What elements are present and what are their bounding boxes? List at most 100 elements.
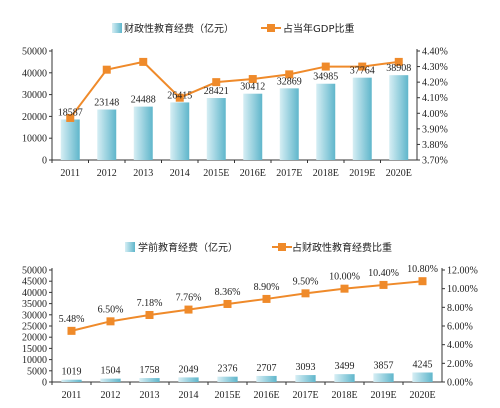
right-tick-label: 4.00% bbox=[422, 109, 448, 120]
left-tick-label: 30000 bbox=[22, 310, 47, 321]
bar-value-label: 3857 bbox=[374, 360, 394, 371]
left-tick-label: 0 bbox=[42, 156, 47, 167]
right-tick-label: 3.80% bbox=[422, 140, 448, 151]
x-tick-label: 2018E bbox=[331, 390, 357, 401]
bar bbox=[97, 109, 117, 160]
ratio-point bbox=[102, 65, 111, 74]
ratio-line bbox=[69, 60, 399, 119]
bar-value-label: 1758 bbox=[140, 365, 160, 376]
bar bbox=[373, 373, 394, 382]
left-tick-label: 10000 bbox=[22, 355, 47, 366]
right-tick-label: 12.00% bbox=[447, 266, 478, 277]
ratio-value-label: 7.76% bbox=[176, 293, 202, 304]
bar-value-label: 34985 bbox=[313, 72, 338, 83]
right-tick-label: 4.10% bbox=[422, 93, 448, 104]
ratio-point bbox=[212, 78, 221, 87]
bar bbox=[61, 379, 82, 382]
bar bbox=[133, 106, 153, 160]
ratio-point bbox=[106, 317, 115, 326]
ratio-point bbox=[139, 57, 148, 66]
ratio-value-label: 8.90% bbox=[254, 282, 280, 293]
right-tick-label: 3.90% bbox=[422, 124, 448, 135]
ratio-value-label: 10.40% bbox=[368, 268, 399, 279]
legend-bar-label: 学前教育经费（亿元） bbox=[138, 241, 238, 254]
right-tick-label: 2.00% bbox=[447, 359, 473, 370]
bar bbox=[217, 376, 238, 382]
left-tick-label: 0 bbox=[42, 378, 47, 389]
bar bbox=[412, 372, 433, 382]
bar-value-label: 3093 bbox=[296, 362, 316, 373]
left-tick-label: 20000 bbox=[22, 112, 47, 123]
bar bbox=[256, 375, 277, 382]
legend-line-marker bbox=[267, 24, 275, 32]
left-tick-label: 5000 bbox=[27, 366, 47, 377]
legend-line-marker bbox=[278, 243, 286, 251]
ratio-point bbox=[66, 113, 75, 122]
bar bbox=[100, 378, 121, 382]
ratio-point bbox=[184, 305, 193, 314]
x-tick-label: 2017E bbox=[292, 390, 318, 401]
right-tick-label: 4.00% bbox=[447, 340, 473, 351]
bar-value-label: 28421 bbox=[204, 86, 229, 97]
x-tick-label: 2013 bbox=[133, 168, 153, 179]
legend-bar-swatch bbox=[112, 23, 122, 33]
x-tick-label: 2019E bbox=[370, 390, 396, 401]
x-tick-label: 2019E bbox=[349, 168, 375, 179]
bar bbox=[178, 377, 199, 382]
preschool-funding-chart: 学前教育经费（亿元） 占财政性教育经费比重 05000100001500020000… bbox=[22, 241, 478, 401]
x-tick-label: 2012 bbox=[101, 390, 121, 401]
bar bbox=[334, 374, 355, 382]
x-tick-label: 2018E bbox=[313, 168, 339, 179]
bar bbox=[295, 375, 316, 382]
right-tick-label: 0.00% bbox=[447, 378, 473, 389]
ratio-point bbox=[145, 310, 154, 319]
x-tick-label: 2020E bbox=[386, 168, 412, 179]
right-tick-label: 4.40% bbox=[422, 47, 448, 58]
ratio-value-label: 5.48% bbox=[59, 314, 85, 325]
x-tick-label: 2013 bbox=[140, 390, 160, 401]
ratio-value-label: 7.18% bbox=[137, 298, 163, 309]
bar-value-label: 1019 bbox=[62, 367, 82, 378]
bar-value-label: 24488 bbox=[131, 95, 156, 106]
ratio-point bbox=[394, 57, 403, 66]
bar-value-label: 4245 bbox=[413, 359, 433, 370]
right-tick-label: 8.00% bbox=[447, 303, 473, 314]
ratio-point bbox=[301, 289, 310, 298]
x-tick-label: 2014 bbox=[170, 168, 190, 179]
bar bbox=[316, 83, 336, 160]
ratio-point bbox=[67, 326, 76, 335]
bar bbox=[170, 102, 190, 160]
left-tick-label: 10000 bbox=[22, 134, 47, 145]
right-tick-label: 3.70% bbox=[422, 156, 448, 167]
ratio-point bbox=[379, 280, 388, 289]
x-tick-label: 2015E bbox=[214, 390, 240, 401]
bar bbox=[389, 75, 409, 160]
ratio-value-label: 8.36% bbox=[215, 287, 241, 298]
bar-value-label: 23148 bbox=[94, 98, 119, 109]
bar-value-label: 38908 bbox=[386, 63, 411, 74]
x-tick-label: 2016E bbox=[253, 390, 279, 401]
x-tick-label: 2011 bbox=[60, 168, 80, 179]
bar-value-label: 2376 bbox=[218, 364, 238, 375]
ratio-point bbox=[418, 277, 427, 286]
left-tick-label: 15000 bbox=[22, 344, 47, 355]
ratio-value-label: 9.50% bbox=[293, 276, 319, 287]
x-tick-label: 2011 bbox=[62, 390, 82, 401]
legend-bar-swatch bbox=[125, 242, 135, 252]
left-tick-label: 45000 bbox=[22, 277, 47, 288]
ratio-point bbox=[285, 70, 294, 79]
ratio-point bbox=[175, 93, 184, 102]
bar-value-label: 1504 bbox=[101, 366, 121, 377]
x-tick-label: 2017E bbox=[276, 168, 302, 179]
bar-value-label: 3499 bbox=[335, 361, 355, 372]
bar bbox=[279, 88, 299, 160]
left-tick-label: 50000 bbox=[22, 47, 47, 58]
left-tick-label: 40000 bbox=[22, 68, 47, 79]
bar-value-label: 18587 bbox=[58, 107, 83, 118]
right-tick-label: 4.30% bbox=[422, 62, 448, 73]
bar-value-label: 2707 bbox=[257, 363, 277, 374]
legend-line-label: 占财政性教育经费比重 bbox=[292, 241, 392, 254]
ratio-point bbox=[340, 284, 349, 293]
x-tick-label: 2015E bbox=[203, 168, 229, 179]
